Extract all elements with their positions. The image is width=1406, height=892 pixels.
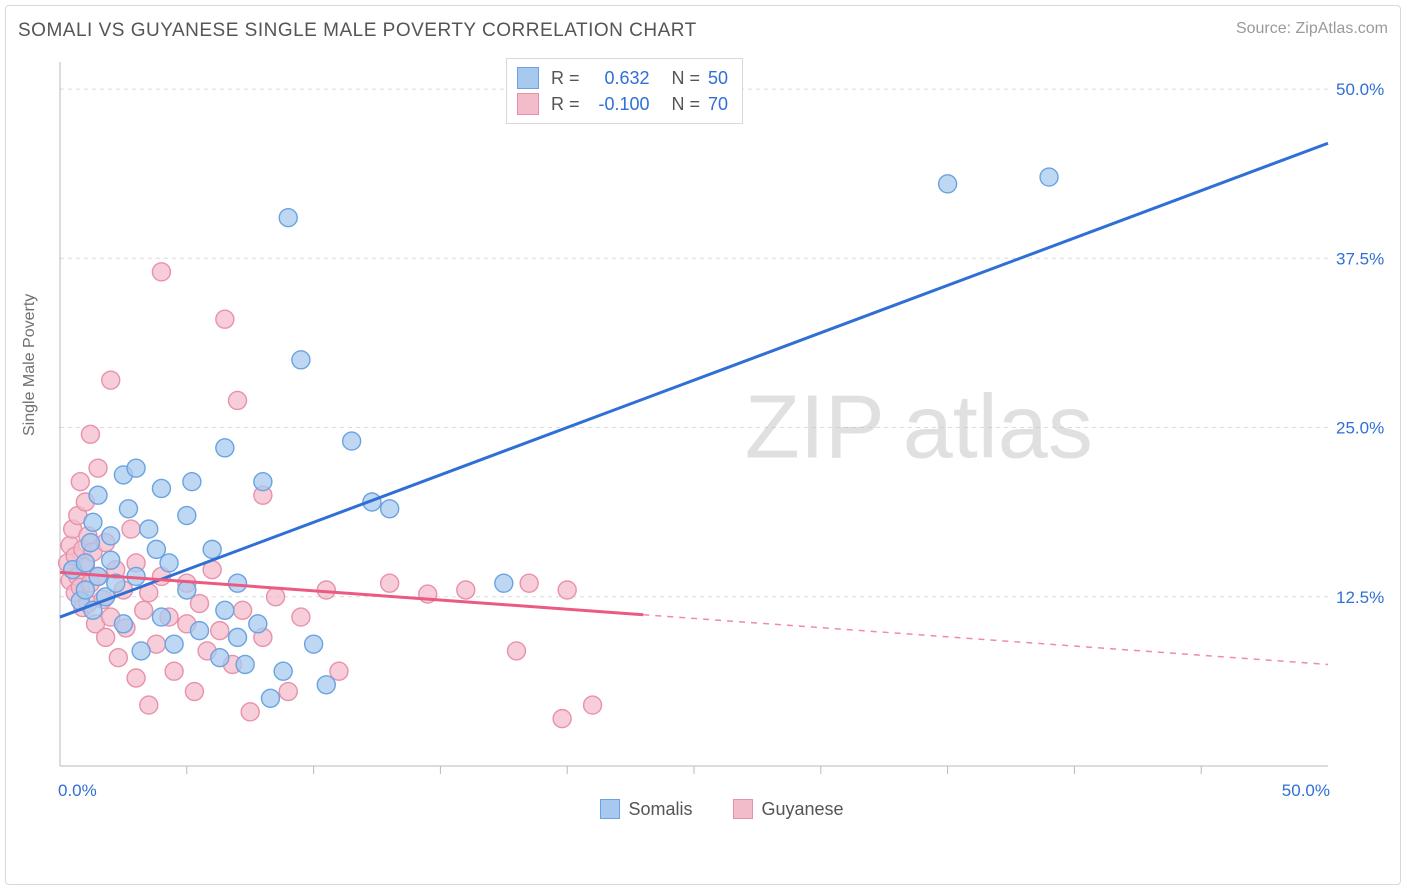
source: Source: ZipAtlas.com xyxy=(1236,20,1388,38)
chart-svg: 12.5% 25.0% 37.5% 50.0% 0.0% 50.0% ZIPatlas xyxy=(56,58,1388,828)
r-value-somalis: 0.632 xyxy=(588,68,650,89)
series-name-guyanese: Guyanese xyxy=(761,799,843,820)
r-label: R = xyxy=(551,68,580,89)
svg-text:50.0%: 50.0% xyxy=(1282,781,1330,800)
svg-text:ZIP: ZIP xyxy=(745,378,885,478)
source-value: ZipAtlas.com xyxy=(1296,20,1388,37)
n-label: N = xyxy=(672,94,701,115)
legend-row-guyanese: R = -0.100 N = 70 xyxy=(517,91,728,117)
correlation-legend: R = 0.632 N = 50 R = -0.100 N = 70 xyxy=(506,58,743,124)
n-label: N = xyxy=(672,68,701,89)
plot-area: 12.5% 25.0% 37.5% 50.0% 0.0% 50.0% ZIPatlas R … xyxy=(56,58,1388,828)
r-value-guyanese: -0.100 xyxy=(588,94,650,115)
svg-text:0.0%: 0.0% xyxy=(58,781,97,800)
swatch-blue xyxy=(517,67,539,89)
legend-row-somalis: R = 0.632 N = 50 xyxy=(517,65,728,91)
svg-text:50.0%: 50.0% xyxy=(1336,80,1384,99)
chart-title: SOMALI VS GUYANESE SINGLE MALE POVERTY C… xyxy=(18,20,697,42)
legend-item-somalis: Somalis xyxy=(600,799,692,820)
swatch-blue-icon xyxy=(600,799,620,819)
header: SOMALI VS GUYANESE SINGLE MALE POVERTY C… xyxy=(18,20,1388,48)
series-legend: Somalis Guyanese xyxy=(56,799,1388,825)
svg-text:atlas: atlas xyxy=(903,378,1093,478)
n-value-guyanese: 70 xyxy=(708,94,728,115)
svg-text:25.0%: 25.0% xyxy=(1336,419,1384,438)
r-label: R = xyxy=(551,94,580,115)
svg-text:12.5%: 12.5% xyxy=(1336,588,1384,607)
n-value-somalis: 50 xyxy=(708,68,728,89)
chart-card: SOMALI VS GUYANESE SINGLE MALE POVERTY C… xyxy=(5,5,1401,885)
series-name-somalis: Somalis xyxy=(628,799,692,820)
svg-text:37.5%: 37.5% xyxy=(1336,249,1384,268)
legend-item-guyanese: Guyanese xyxy=(733,799,843,820)
swatch-pink-icon xyxy=(733,799,753,819)
source-label: Source: xyxy=(1236,20,1296,37)
swatch-pink xyxy=(517,93,539,115)
y-axis-label: Single Male Poverty xyxy=(21,294,39,436)
